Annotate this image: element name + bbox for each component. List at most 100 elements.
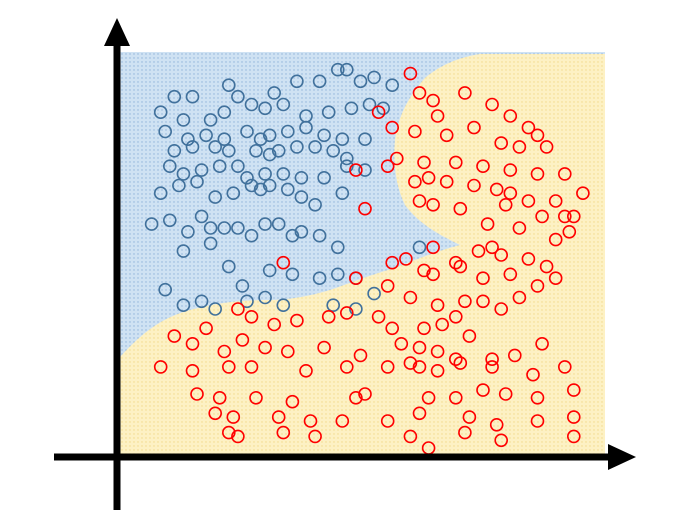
class-a-point-85 — [176, 244, 191, 258]
class-a-point-2 — [222, 78, 236, 92]
class-b-point-130 — [335, 414, 350, 428]
class-b-point-70 — [476, 294, 490, 309]
class-b-point-3 — [430, 109, 445, 123]
class-a-point-88 — [235, 279, 250, 293]
class-b-point-53 — [539, 259, 554, 274]
class-a-point-59 — [153, 186, 168, 200]
class-a-point-83 — [312, 228, 327, 243]
class-a-point-12 — [153, 105, 168, 119]
class-a-point-44 — [308, 140, 322, 154]
class-a-point-35 — [358, 132, 372, 146]
class-b-point-105 — [339, 360, 354, 374]
class-a-point-11 — [385, 78, 400, 92]
class-a-point-57 — [339, 159, 354, 173]
class-b-region — [120, 54, 605, 457]
x-axis-arrowhead — [608, 444, 636, 470]
class-b-point-119 — [358, 387, 372, 401]
class-b-point-140 — [308, 429, 322, 444]
class-a-point-69 — [308, 198, 322, 212]
class-b-point-55 — [399, 252, 413, 266]
class-a-point-73 — [181, 225, 195, 239]
class-b-point-101 — [185, 363, 200, 378]
class-a-point-54 — [276, 167, 291, 181]
class-b-point-127 — [226, 410, 241, 424]
class-b-point-115 — [212, 390, 227, 405]
class-a-point-23 — [376, 101, 391, 116]
class-b-point-37 — [557, 209, 572, 224]
class-b-point-10 — [408, 124, 422, 139]
class-b-point-50 — [485, 240, 499, 255]
class-b-point-135 — [530, 414, 545, 428]
class-a-point-20 — [321, 105, 336, 119]
class-b-point-93 — [394, 336, 409, 351]
class-b-point-94 — [412, 340, 427, 355]
class-b-point-64 — [349, 271, 363, 286]
class-a-point-53 — [258, 167, 272, 181]
class-b-point-18 — [448, 155, 463, 170]
class-b-point-43 — [480, 217, 495, 231]
class-a-point-95 — [158, 282, 172, 297]
class-a-point-34 — [335, 132, 350, 146]
class-b-point-83 — [462, 329, 477, 343]
class-a-point-38 — [208, 140, 222, 154]
class-a-point-27 — [217, 132, 232, 146]
class-a-point-103 — [349, 302, 363, 316]
class-b-point-84 — [167, 329, 182, 343]
class-a-point-15 — [217, 105, 232, 119]
class-a-point-84 — [330, 240, 345, 255]
class-a-point-77 — [231, 221, 245, 235]
class-b-point-80 — [385, 321, 400, 336]
class-a-point-8 — [339, 62, 354, 77]
class-b-point-60 — [503, 267, 518, 282]
class-b-point-102 — [222, 360, 236, 374]
class-a-point-97 — [194, 294, 209, 309]
class-b-point-123 — [498, 387, 513, 401]
class-b-point-86 — [199, 321, 213, 336]
class-a-point-46 — [339, 151, 354, 166]
class-b-point-54 — [385, 255, 400, 270]
class-b-point-104 — [299, 363, 313, 378]
y-axis-arrowhead — [104, 18, 130, 46]
class-b-point-112 — [526, 367, 540, 382]
class-b-point-90 — [280, 344, 295, 359]
class-b-point-122 — [476, 383, 490, 397]
class-a-point-101 — [276, 298, 291, 313]
class-b-point-33 — [426, 198, 440, 212]
class-b-point-77 — [321, 309, 336, 324]
class-b-point-134 — [489, 417, 504, 432]
class-b-point-14 — [512, 140, 527, 154]
class-a-point-26 — [199, 128, 213, 143]
class-b-point-38 — [566, 209, 581, 224]
class-b-point-138 — [231, 429, 245, 444]
class-b-point-34 — [453, 201, 468, 216]
class-a-point-40 — [249, 144, 263, 158]
class-a-point-91 — [312, 271, 327, 286]
class-b-point-35 — [498, 198, 513, 212]
class-b-point-58 — [453, 259, 468, 274]
class-a-point-74 — [194, 209, 209, 224]
class-a-point-22 — [362, 97, 377, 112]
class-b-point-95 — [430, 344, 445, 359]
class-a-point-76 — [217, 221, 232, 235]
class-b-point-118 — [349, 390, 363, 405]
class-b-point-17 — [417, 155, 431, 170]
class-a-point-48 — [176, 167, 191, 181]
class-a-point-67 — [280, 182, 295, 197]
class-a-point-55 — [294, 171, 309, 185]
class-a-point-9 — [353, 74, 368, 89]
class-b-point-143 — [458, 425, 472, 440]
class-b-points — [153, 66, 590, 455]
class-a-point-78 — [244, 228, 259, 243]
class-b-point-76 — [290, 313, 304, 328]
class-b-point-121 — [448, 390, 463, 405]
class-a-point-72 — [163, 213, 177, 228]
class-a-point-61 — [190, 174, 204, 189]
class-a-point-64 — [244, 178, 259, 193]
class-b-point-0 — [403, 66, 418, 81]
class-a-point-66 — [262, 178, 277, 193]
class-a-point-14 — [203, 113, 218, 127]
class-b-point-137 — [222, 425, 236, 440]
class-a-point-47 — [163, 159, 177, 173]
class-b-point-85 — [185, 336, 200, 351]
class-b-point-6 — [503, 109, 518, 123]
